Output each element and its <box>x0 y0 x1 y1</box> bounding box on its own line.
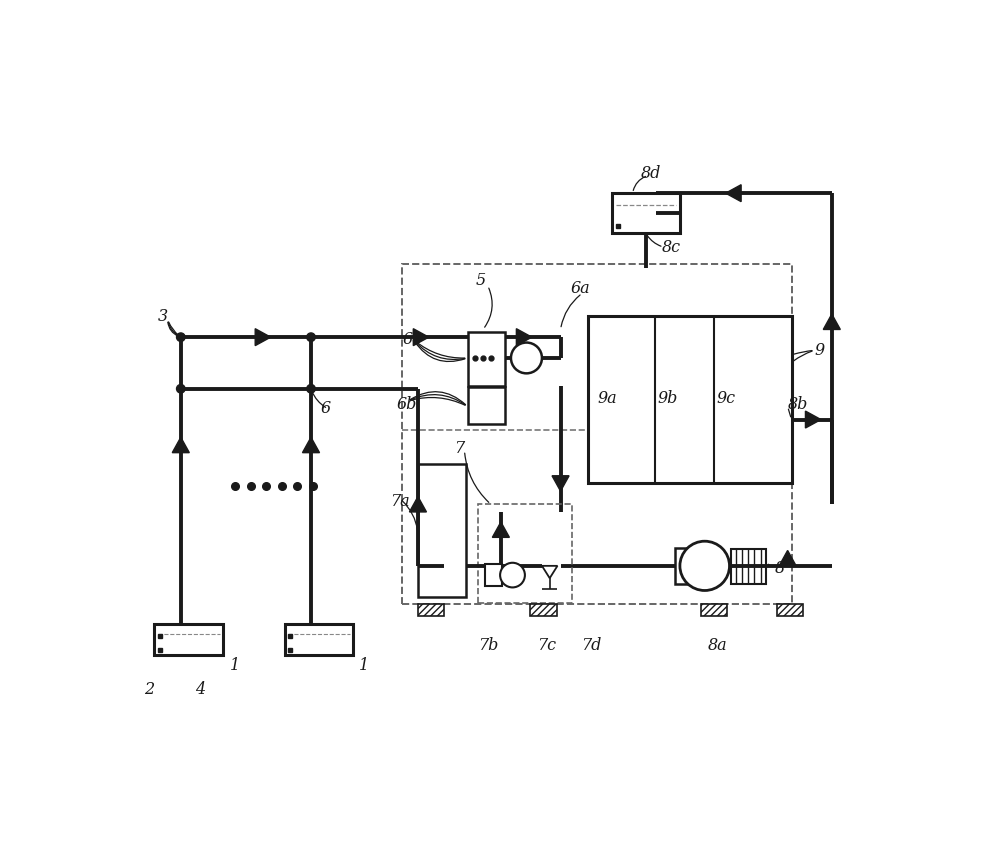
Bar <box>502 569 512 582</box>
Text: 7b: 7b <box>478 637 498 654</box>
Text: 6b: 6b <box>396 396 417 412</box>
Polygon shape <box>172 437 189 453</box>
Text: 7: 7 <box>454 441 464 457</box>
Bar <box>468 332 505 386</box>
Circle shape <box>177 385 185 393</box>
Text: 7c: 7c <box>537 637 556 654</box>
Text: 5: 5 <box>475 272 485 289</box>
Bar <box>530 605 557 616</box>
Circle shape <box>511 343 542 374</box>
Circle shape <box>177 333 185 341</box>
Bar <box>675 548 705 583</box>
Bar <box>418 605 444 616</box>
Bar <box>402 264 792 605</box>
Bar <box>701 605 727 616</box>
Polygon shape <box>726 185 741 202</box>
Text: 3: 3 <box>158 308 168 325</box>
Text: 1: 1 <box>359 657 369 674</box>
Text: 4: 4 <box>195 680 205 698</box>
Text: 1: 1 <box>230 657 240 674</box>
Text: 8d: 8d <box>640 165 661 181</box>
Bar <box>418 464 466 597</box>
Bar <box>478 504 572 603</box>
Text: 6c: 6c <box>402 331 422 348</box>
Text: 9b: 9b <box>657 390 678 407</box>
Polygon shape <box>413 329 429 345</box>
Bar <box>154 624 223 655</box>
Circle shape <box>307 333 315 341</box>
Bar <box>588 315 792 484</box>
Text: 6a: 6a <box>571 280 590 297</box>
Polygon shape <box>255 329 271 345</box>
Polygon shape <box>542 566 557 578</box>
Bar <box>485 564 502 586</box>
Polygon shape <box>805 411 821 428</box>
Text: 7a: 7a <box>390 493 410 509</box>
Bar <box>468 387 505 424</box>
Circle shape <box>307 385 315 393</box>
Bar <box>612 193 680 233</box>
Text: 8c: 8c <box>661 239 680 256</box>
Text: 2: 2 <box>144 680 154 698</box>
Text: 8b: 8b <box>788 396 808 412</box>
Circle shape <box>500 563 525 588</box>
Bar <box>777 605 803 616</box>
Text: 9a: 9a <box>597 390 617 407</box>
Text: 8a: 8a <box>708 637 727 654</box>
Text: 8: 8 <box>774 560 785 576</box>
Polygon shape <box>779 551 796 566</box>
Bar <box>285 624 353 655</box>
Circle shape <box>680 541 730 590</box>
Bar <box>731 549 766 583</box>
Polygon shape <box>302 437 320 453</box>
Polygon shape <box>409 497 426 512</box>
Polygon shape <box>492 522 509 538</box>
Text: 7d: 7d <box>581 637 601 654</box>
Polygon shape <box>516 329 532 345</box>
Text: 9: 9 <box>815 342 825 359</box>
Polygon shape <box>823 314 840 330</box>
Polygon shape <box>552 476 569 491</box>
Text: 6: 6 <box>320 400 330 417</box>
Text: 9c: 9c <box>716 390 735 407</box>
